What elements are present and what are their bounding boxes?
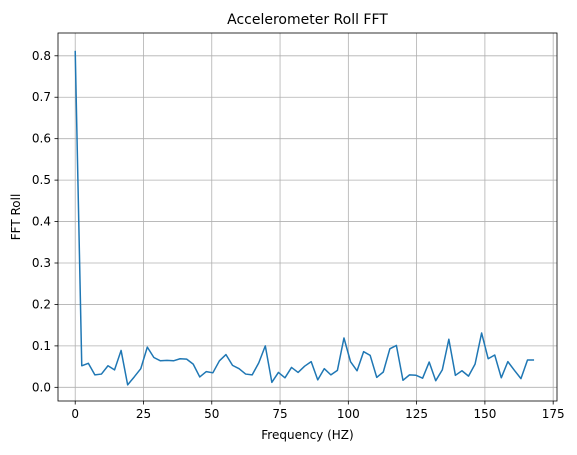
y-tick-label: 0.8	[32, 49, 51, 63]
x-axis-ticks: 0 25 50 75 100 125 150 175	[71, 401, 565, 421]
x-tick-label: 0	[71, 407, 79, 421]
y-tick-label: 0.4	[32, 215, 51, 229]
y-tick-label: 0.7	[32, 90, 51, 104]
x-tick-label: 150	[473, 407, 496, 421]
y-tick-label: 0.2	[32, 297, 51, 311]
y-axis-title: FFT Roll	[9, 194, 23, 241]
y-axis-ticks: 0.0 0.1 0.2 0.3 0.4 0.5 0.6 0.7 0.8	[32, 49, 58, 394]
x-tick-label: 50	[204, 407, 219, 421]
chart-title: Accelerometer Roll FFT	[227, 12, 388, 28]
plot-area	[74, 50, 535, 386]
grid	[58, 33, 557, 401]
y-tick-label: 0.6	[32, 132, 51, 146]
x-tick-label: 100	[337, 407, 360, 421]
x-tick-label: 175	[542, 407, 565, 421]
series-line	[74, 50, 535, 386]
y-tick-label: 0.3	[32, 256, 51, 270]
y-tick-label: 0.1	[32, 339, 51, 353]
y-tick-label: 0.0	[32, 380, 51, 394]
x-axis-title: Frequency (HZ)	[261, 428, 353, 442]
x-tick-label: 75	[272, 407, 287, 421]
axes-frame	[57, 32, 558, 402]
y-tick-label: 0.5	[32, 173, 51, 187]
x-tick-label: 25	[136, 407, 151, 421]
x-tick-label: 125	[405, 407, 428, 421]
